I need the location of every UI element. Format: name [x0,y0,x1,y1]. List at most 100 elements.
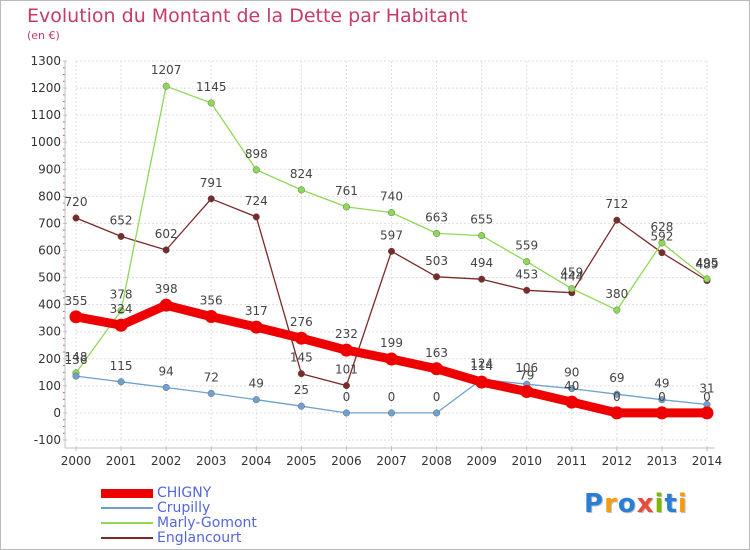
data-label: 49 [654,377,669,391]
data-point [117,232,125,240]
x-tick-label: 2004 [241,454,272,468]
data-point [342,382,350,390]
logo-letter: x [636,489,655,519]
x-tick-label: 2001 [106,454,137,468]
data-label: 663 [425,210,448,224]
y-tick-label: 700 [38,216,61,230]
data-point [568,285,576,293]
data-label: 655 [470,213,493,227]
data-point [475,375,489,389]
data-point [252,213,260,221]
data-point [249,320,263,334]
data-point [204,310,218,324]
data-point [72,214,80,222]
data-point [658,239,666,247]
chart-title: Evolution du Montant de la Dette par Hab… [27,5,468,27]
legend-swatch [101,488,153,498]
data-label: 378 [110,288,133,302]
data-label: 712 [605,197,628,211]
legend-swatch [101,537,153,539]
legend-label: CHIGNY [157,485,212,501]
data-label: 25 [294,383,309,397]
data-point [433,273,441,281]
data-point [162,246,170,254]
data-point [252,166,260,174]
data-label: 72 [204,370,219,384]
x-tick-label: 2002 [151,454,182,468]
data-label: 0 [703,390,711,404]
data-label: 31 [699,382,714,396]
data-point [117,378,125,386]
chart-unit: (en €) [27,29,60,42]
data-point [430,362,444,376]
data-label: 148 [65,350,88,364]
data-label: 1145 [196,80,227,94]
data-label: 740 [380,190,403,204]
proxiti-logo: Proxiti [584,489,688,519]
data-point [162,82,170,90]
data-label: 0 [388,390,396,404]
data-label: 356 [200,294,223,308]
data-label: 444 [560,270,583,284]
data-point [388,247,396,255]
data-label: 898 [245,147,268,161]
data-label: 79 [519,369,534,383]
data-label: 199 [380,336,403,350]
legend-swatch [101,507,153,509]
data-label: 724 [245,194,268,208]
data-point [700,406,714,420]
data-point [385,352,398,366]
data-point [117,307,125,315]
data-point [520,385,534,399]
data-point [565,395,579,409]
legend-swatch [101,522,153,524]
x-tick-label: 2010 [511,454,542,468]
data-label: 628 [650,220,673,234]
data-label: 115 [110,359,133,373]
data-label: 720 [65,195,88,209]
data-label: 380 [605,287,628,301]
x-tick-label: 2013 [647,454,678,468]
x-tick-label: 2005 [286,454,317,468]
logo-letter: P [584,489,605,519]
data-point [207,99,215,107]
data-label: 494 [470,256,493,270]
data-label: 824 [290,167,313,181]
y-tick-label: 1100 [30,108,61,122]
legend-label: Englancourt [157,530,242,546]
data-label: 503 [425,254,448,268]
y-tick-label: 500 [38,271,61,285]
x-tick-label: 2012 [602,454,633,468]
x-tick-label: 2006 [331,454,362,468]
data-point [658,249,666,257]
data-label: 398 [155,282,178,296]
x-tick-label: 2009 [466,454,497,468]
data-point [207,195,215,203]
data-point [433,229,441,237]
data-label: 101 [335,363,358,377]
x-tick-label: 2011 [557,454,588,468]
data-point [613,306,621,314]
data-point [114,318,128,332]
data-point [610,406,624,420]
data-point [72,372,80,380]
y-tick-label: 600 [38,244,61,258]
data-label: 0 [613,390,621,404]
data-point [297,370,305,378]
data-point [433,409,441,417]
data-point [69,310,83,324]
data-label: 232 [335,327,358,341]
data-label: 0 [433,390,441,404]
data-label: 489 [696,258,719,272]
data-point [478,275,486,283]
data-label: 597 [380,228,403,242]
data-label: 459 [560,266,583,280]
data-point [568,385,576,393]
data-label: 163 [425,346,448,360]
data-point [523,258,531,266]
data-point [388,209,396,217]
data-point [207,389,215,397]
data-label: 276 [290,315,313,329]
y-tick-label: 300 [38,325,61,339]
